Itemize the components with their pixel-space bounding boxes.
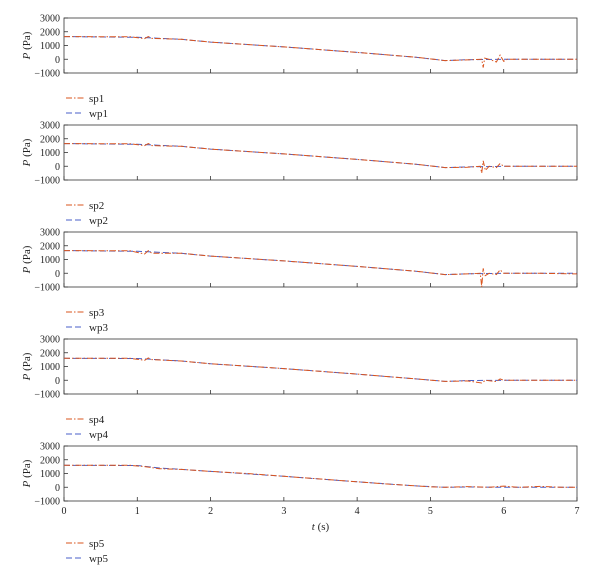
series-line-wp5 xyxy=(63,464,577,488)
y-tick-label: −1000 xyxy=(34,283,60,294)
y-tick-label: 3000 xyxy=(40,228,60,239)
y-tick-label: 2000 xyxy=(40,134,60,145)
plot-frame xyxy=(63,445,578,502)
plot-frame xyxy=(63,338,578,395)
legend-label-sp4: sp4 xyxy=(89,414,105,426)
y-tick-label: 0 xyxy=(55,376,60,387)
legend-label-sp3: sp3 xyxy=(89,307,105,319)
legend-label-wp5: wp5 xyxy=(89,553,108,565)
y-tick-label: 3000 xyxy=(40,14,60,25)
series-line-wp1 xyxy=(63,36,577,62)
panel-1: −1000 0 1000 2000 3000 P (Pa) sp1 wp1 xyxy=(21,14,578,120)
y-tick-label: 2000 xyxy=(40,455,60,466)
y-axis-label: P (Pa) xyxy=(21,245,33,274)
series-line-wp3 xyxy=(63,250,577,276)
plot-frame xyxy=(63,17,578,74)
legend-label-wp3: wp3 xyxy=(89,322,108,334)
y-tick-label: −1000 xyxy=(34,69,60,80)
x-tick-label: 2 xyxy=(208,506,213,517)
y-tick-label: 3000 xyxy=(40,442,60,453)
series-line-wp4 xyxy=(63,357,577,382)
y-tick-label: 2000 xyxy=(40,241,60,252)
legend-label-sp1: sp1 xyxy=(89,93,104,105)
y-tick-label: 1000 xyxy=(40,148,60,159)
y-tick-label: 2000 xyxy=(40,27,60,38)
y-tick-label: 3000 xyxy=(40,335,60,346)
series-line-sp5 xyxy=(64,464,577,488)
y-axis-label: P (Pa) xyxy=(21,459,33,488)
y-axis-label: P (Pa) xyxy=(21,352,33,381)
y-tick-label: 1000 xyxy=(40,255,60,266)
y-tick-label: 0 xyxy=(55,269,60,280)
x-tick-label: 0 xyxy=(62,506,67,517)
y-tick-label: −1000 xyxy=(34,176,60,187)
legend-label-sp5: sp5 xyxy=(89,538,105,550)
legend-label-sp2: sp2 xyxy=(89,200,104,212)
plot-frame xyxy=(63,231,578,288)
x-tick-label: 3 xyxy=(281,506,286,517)
y-axis-label: P (Pa) xyxy=(21,31,33,60)
x-tick-label: 1 xyxy=(135,506,140,517)
series-line-sp1 xyxy=(63,36,577,68)
y-tick-label: 1000 xyxy=(40,41,60,52)
x-tick-label: 7 xyxy=(575,506,580,517)
y-tick-label: 1000 xyxy=(40,469,60,480)
legend-label-wp4: wp4 xyxy=(89,429,108,441)
y-tick-label: 0 xyxy=(55,55,60,66)
y-tick-label: −1000 xyxy=(34,497,60,508)
plot-frame xyxy=(63,124,578,181)
x-tick-label: 6 xyxy=(501,506,506,517)
y-tick-label: 1000 xyxy=(40,362,60,373)
x-tick-label: 4 xyxy=(355,506,360,517)
x-axis-label: t (s) xyxy=(312,521,330,533)
x-tick-label: 5 xyxy=(428,506,433,517)
panel-2: −1000 0 1000 2000 3000 P (Pa) sp2 wp2 xyxy=(21,121,578,227)
legend-label-wp2: wp2 xyxy=(89,215,108,227)
series-line-sp3 xyxy=(63,249,578,288)
panel-3: −1000 0 1000 2000 3000 P (Pa) sp3 wp3 xyxy=(21,228,578,334)
panel-4: −1000 0 1000 2000 3000 P (Pa) sp4 wp4 xyxy=(21,335,578,441)
y-tick-label: 0 xyxy=(55,483,60,494)
y-tick-label: 0 xyxy=(55,162,60,173)
y-tick-label: 2000 xyxy=(40,348,60,359)
y-tick-label: −1000 xyxy=(34,390,60,401)
legend-label-wp1: wp1 xyxy=(89,108,108,120)
y-tick-label: 3000 xyxy=(40,121,60,132)
series-line-sp4 xyxy=(64,357,577,384)
y-axis-label: P (Pa) xyxy=(21,138,33,167)
series-line-sp2 xyxy=(63,143,577,174)
